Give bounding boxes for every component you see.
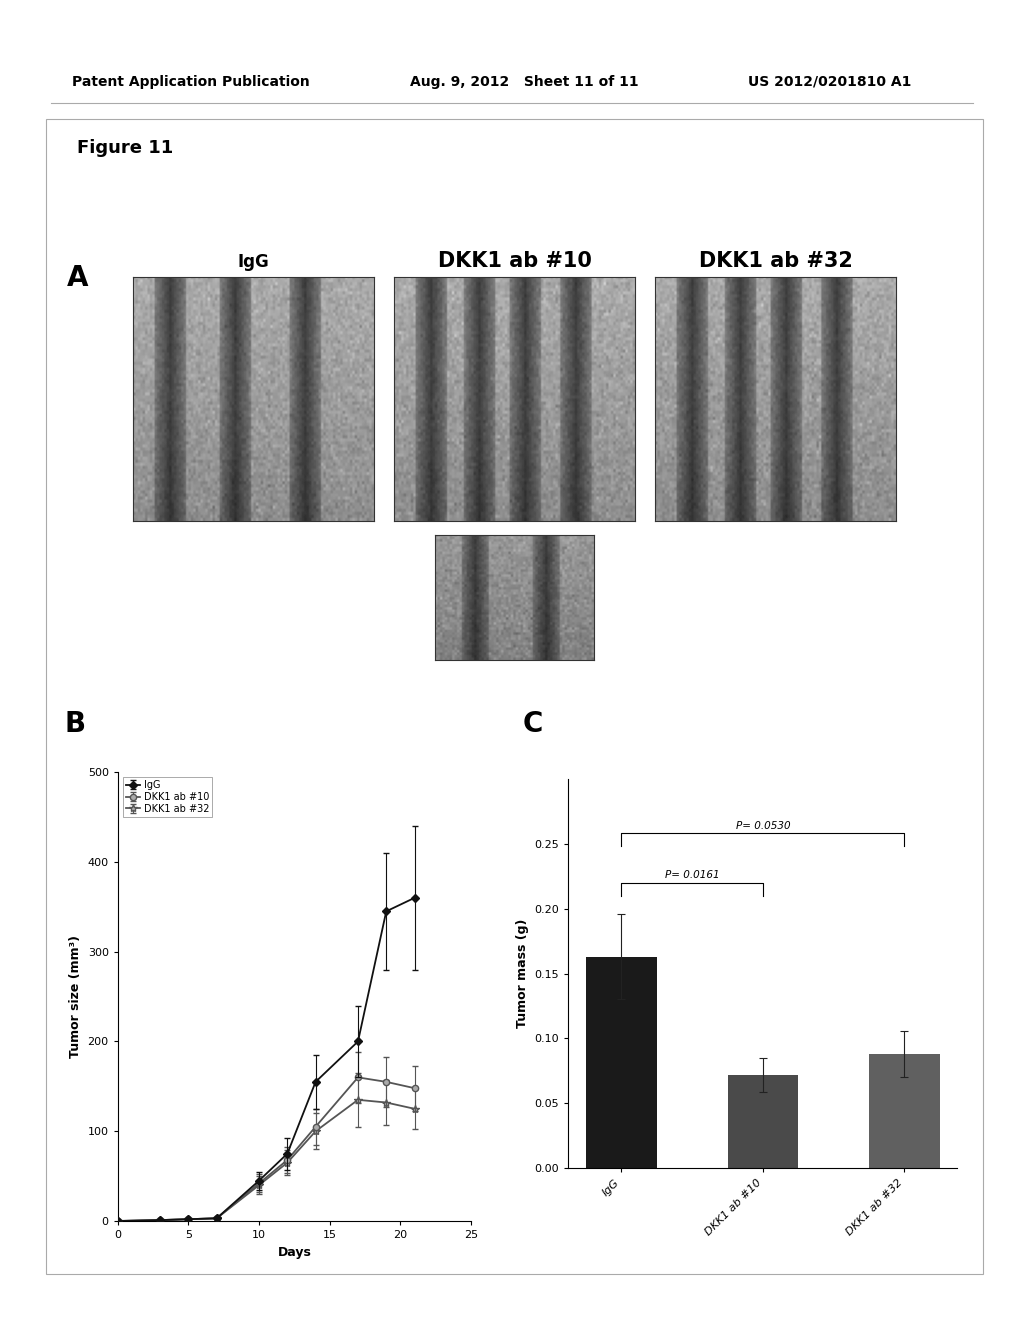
Text: DKK1 ab #10: DKK1 ab #10 bbox=[437, 251, 592, 271]
Bar bbox=[586, 957, 656, 1168]
Text: DKK1 ab #32: DKK1 ab #32 bbox=[698, 251, 853, 271]
Text: US 2012/0201810 A1: US 2012/0201810 A1 bbox=[748, 75, 911, 88]
Bar bbox=[727, 1074, 799, 1168]
Bar bbox=[869, 1053, 940, 1168]
Text: A: A bbox=[67, 264, 88, 292]
Text: Figure 11: Figure 11 bbox=[77, 139, 173, 157]
Legend: IgG, DKK1 ab #10, DKK1 ab #32: IgG, DKK1 ab #10, DKK1 ab #32 bbox=[123, 777, 212, 817]
Text: Aug. 9, 2012   Sheet 11 of 11: Aug. 9, 2012 Sheet 11 of 11 bbox=[410, 75, 638, 88]
Text: P= 0.0530: P= 0.0530 bbox=[735, 821, 791, 830]
Text: Patent Application Publication: Patent Application Publication bbox=[72, 75, 309, 88]
Text: C: C bbox=[522, 710, 543, 738]
Y-axis label: Tumor size (mm³): Tumor size (mm³) bbox=[69, 935, 82, 1059]
Text: IgG: IgG bbox=[238, 252, 269, 271]
X-axis label: Days: Days bbox=[278, 1246, 311, 1258]
Text: P= 0.0161: P= 0.0161 bbox=[665, 870, 720, 880]
Text: B: B bbox=[65, 710, 86, 738]
Y-axis label: Tumor mass (g): Tumor mass (g) bbox=[516, 919, 529, 1028]
